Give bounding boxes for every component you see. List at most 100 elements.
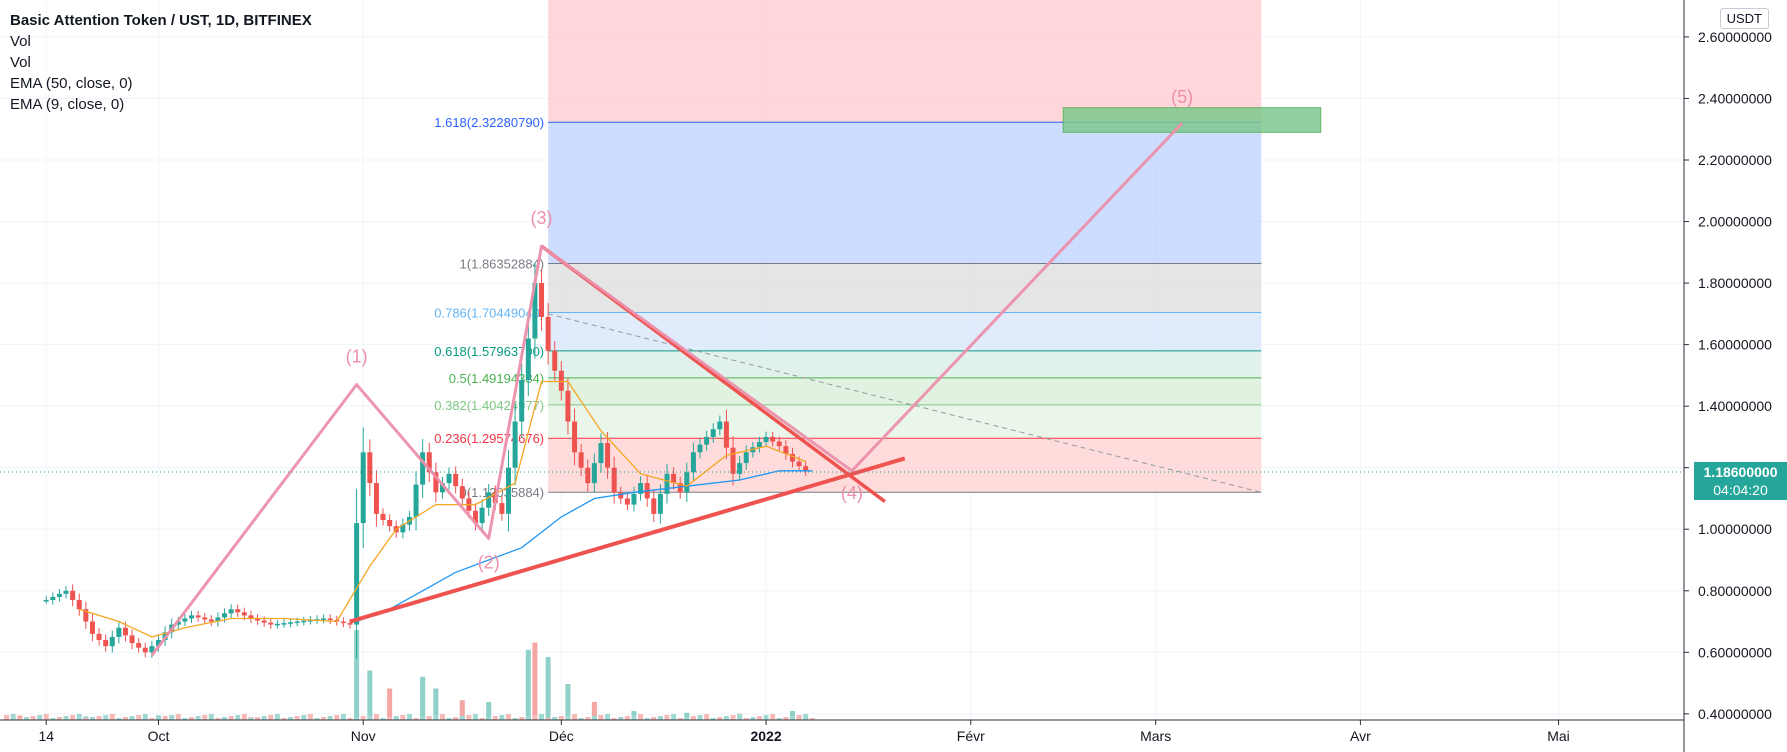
volume-bar [671,714,677,720]
candle-body [770,436,776,442]
volume-bar [783,717,789,720]
candle-body [717,421,723,430]
candle-body [803,466,809,471]
candle-body [103,640,109,647]
volume-bar [50,718,56,720]
price-axis-label: 2.20000000 [1698,152,1772,168]
volume-bar [704,714,710,720]
volume-bar [37,715,43,720]
volume-bar [155,717,161,720]
volume-bar [354,630,360,720]
volume-bar [367,715,373,720]
candle-body [763,436,769,443]
time-axis-label: 2022 [750,728,781,744]
volume-bar [770,714,776,720]
indicator-ema-50[interactable]: EMA (50, close, 0) [10,75,133,92]
candle-body [96,633,102,640]
volume-bar [268,715,274,720]
candle-body [519,380,525,422]
ema-50-line [356,470,813,623]
candle-body [539,283,545,317]
volume-bar [506,714,512,720]
volume-bar [96,716,102,720]
fib-retracement: 1.618(2.32280790) 1(1.86352884) 0.786(1.70… [434,0,1262,500]
time-axis-label: Mars [1140,728,1171,744]
volume-bar [433,688,439,720]
volume-bar [228,716,234,720]
volume-bar [63,716,69,720]
currency-badge[interactable]: USDT [1719,8,1769,29]
candle-body [710,429,716,437]
volume-bar [479,718,485,720]
volume-bar [565,715,571,720]
indicator-volume-2[interactable]: Vol [10,54,31,71]
candle-body [591,463,597,484]
volume-bar [294,716,300,720]
candle-body [697,444,703,453]
volume-bar [723,716,729,720]
volume-bar [472,714,478,720]
candle-body [142,647,148,653]
volume-bar [486,717,492,720]
symbol-title[interactable]: Basic Attention Token / UST, 1D, BITFINE… [10,12,312,29]
volume-bar [367,670,373,720]
volume-bar [585,717,591,720]
volume-bar [525,716,531,720]
candle-body [598,443,604,464]
candle-body [426,452,432,473]
volume-bar [545,657,551,720]
volume-bar [340,714,346,720]
volume-bar [169,715,175,720]
candle-body [776,441,782,447]
volume-bar [439,714,445,720]
volume-bar [591,702,597,720]
volume-bar [387,688,393,720]
candle-body [208,619,214,622]
candle-body [578,452,584,468]
volume-bar [420,676,426,720]
fib-level-label: 1.618(2.32280790) [434,115,544,130]
volume-bar [222,717,228,720]
fib-zone-top [548,0,1262,123]
volume-bar [605,714,611,720]
volume-bar [103,715,109,720]
volume-bar [591,716,597,720]
volume-bar [122,717,128,720]
volume-bar [116,718,122,720]
volume-bar [499,715,505,720]
volume-bar [274,714,280,720]
candle-body [657,493,663,514]
candle-body [723,421,729,448]
volume-bar [70,715,76,720]
candle-body [572,421,578,453]
volume-bar [525,649,531,720]
volume-bar [453,717,459,720]
chart-legend: Basic Attention Token / UST, 1D, BITFINE… [10,10,312,115]
candle-body [565,390,571,422]
last-price-value: 1.18600000 [1703,464,1778,480]
candle-body [373,483,379,514]
candle-body [182,618,188,622]
volume-bars [4,630,815,720]
candle-body [116,627,122,637]
volume-bar [446,718,452,720]
volume-bar [17,715,23,720]
volume-bar [789,716,795,720]
volume-bar [809,718,815,720]
volume-bar [532,715,538,720]
volume-bar [638,714,644,720]
volume-bar [347,718,353,720]
volume-bar [321,717,327,720]
volume-bar [677,718,683,720]
volume-bar [459,700,465,720]
volume-bar [43,714,49,720]
candle-body [618,492,624,499]
volume-bar [690,716,696,720]
volume-bar [737,714,743,720]
volume-bar [354,717,360,720]
candle-body [743,452,749,464]
indicator-volume-1[interactable]: Vol [10,33,31,50]
volume-bar [763,715,769,720]
indicator-ema-9[interactable]: EMA (9, close, 0) [10,96,125,113]
